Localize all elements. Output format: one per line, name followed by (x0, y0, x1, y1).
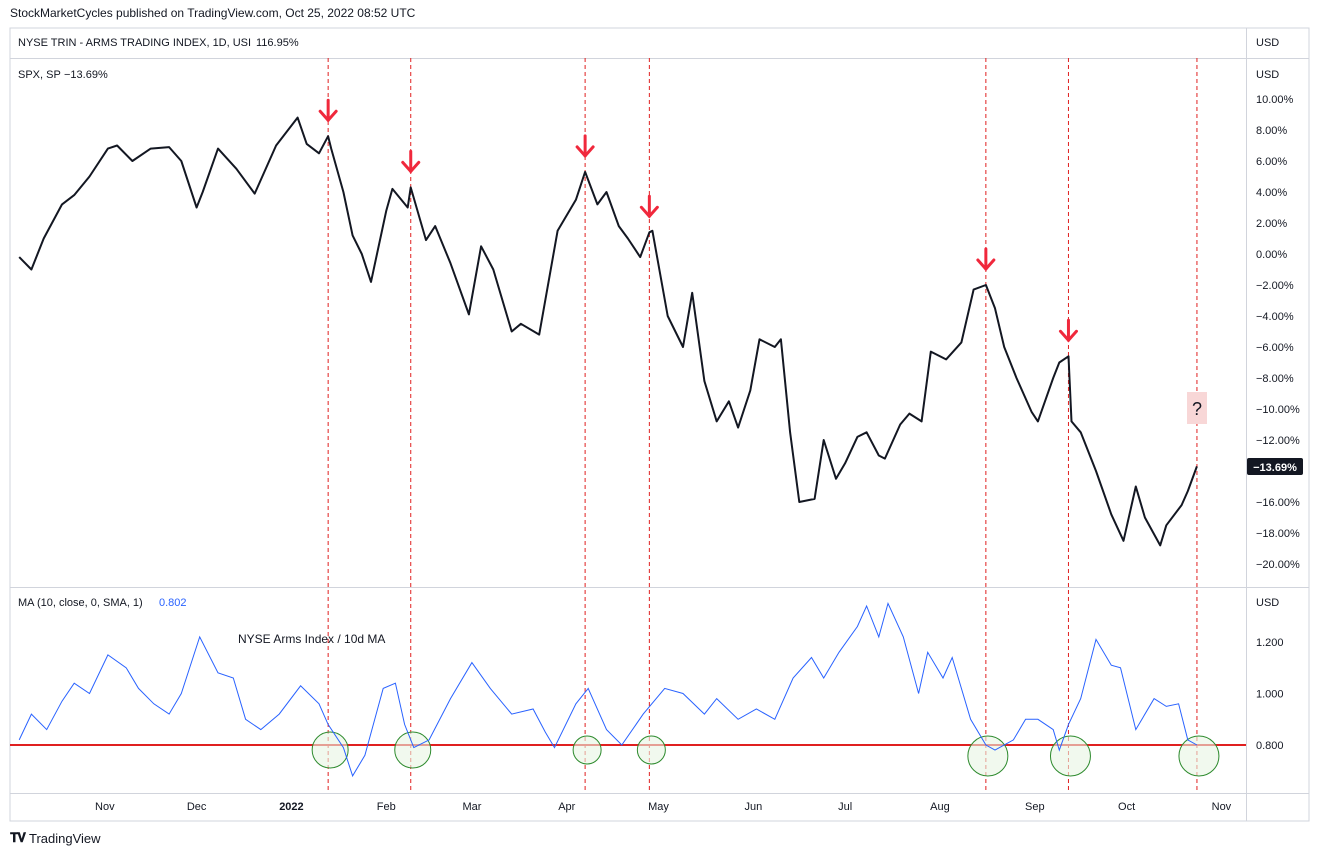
spx-y-tick: −18.00% (1256, 528, 1300, 540)
chart-frame (9, 27, 1310, 822)
ma-title: MA (10, close, 0, SMA, 1) (18, 597, 143, 609)
spx-y-tick: −12.00% (1256, 435, 1300, 447)
down-arrow-icon (575, 134, 595, 159)
down-arrow-icon (639, 194, 659, 219)
oversold-circle (967, 735, 1009, 777)
down-arrow-icon (976, 247, 996, 272)
spx-y-tick: −8.00% (1256, 373, 1294, 385)
down-arrow-icon (318, 98, 338, 123)
spx-value: −13.69% (64, 69, 108, 81)
spx-y-tick: −6.00% (1256, 342, 1294, 354)
arrow-head (575, 145, 595, 159)
x-tick-label: May (648, 801, 669, 813)
trin-currency: USD (1256, 37, 1279, 49)
x-tick-label: Apr (558, 801, 575, 813)
x-tick-label: Dec (187, 801, 207, 813)
spx-y-tick: −2.00% (1256, 280, 1294, 292)
spx-y-tick: −20.00% (1256, 559, 1300, 571)
down-arrow-icon (401, 149, 421, 174)
x-tick-label: Jun (744, 801, 762, 813)
x-tick-label: Aug (930, 801, 950, 813)
ma-annotation: NYSE Arms Index / 10d MA (238, 632, 385, 646)
x-tick-label: Oct (1118, 801, 1135, 813)
oversold-circle (636, 735, 666, 765)
ma-value: 0.802 (159, 597, 187, 609)
spx-y-axis: 10.00% 8.00% 6.00% 4.00% 2.00% 0.00% −2.00% −4.… (1256, 94, 1300, 571)
last-price-badge (1247, 458, 1303, 475)
x-tick-label: Nov (95, 801, 115, 813)
x-tick-label: Nov (1212, 801, 1232, 813)
x-tick-label: 2022 (279, 801, 303, 813)
arrow-head (976, 258, 996, 272)
question-box (1187, 392, 1207, 424)
arrow-head (318, 109, 338, 123)
oversold-circles (311, 731, 1220, 777)
x-tick-label: Feb (377, 801, 396, 813)
ma-y-tick: 1.200 (1256, 637, 1284, 649)
spx-y-tick: 0.00% (1256, 249, 1287, 261)
spx-currency: USD (1256, 69, 1279, 81)
spx-y-tick: −10.00% (1256, 404, 1300, 416)
x-tick-label: Jul (838, 801, 852, 813)
top-arrows (318, 98, 1078, 343)
ma-line (18, 601, 1198, 778)
trin-title: NYSE TRIN - ARMS TRADING INDEX, 1D, USI (18, 37, 251, 49)
tradingview-brand[interactable]: 𝐓𝐕 TradingView (10, 830, 101, 846)
x-axis: Nov Dec 2022 Feb Mar Apr May Jun Jul Aug Sep Oct Nov (95, 801, 1232, 813)
spx-y-tick: −16.00% (1256, 497, 1300, 509)
spx-y-tick: 2.00% (1256, 218, 1287, 230)
oversold-circle (311, 731, 349, 769)
spx-y-tick: 4.00% (1256, 187, 1287, 199)
oversold-circle (394, 731, 432, 769)
x-tick-label: Sep (1025, 801, 1045, 813)
tradingview-logo-icon: 𝐓𝐕 (10, 830, 26, 845)
question-mark: ? (1192, 399, 1202, 419)
brand-label: TradingView (29, 830, 101, 846)
oversold-circle (572, 735, 602, 765)
last-price-label: −13.69% (1253, 462, 1297, 474)
arrow-head (401, 160, 421, 174)
spx-line (18, 116, 1198, 547)
x-tick-label: Mar (462, 801, 481, 813)
spx-y-tick: −4.00% (1256, 311, 1294, 323)
arrow-head (1058, 329, 1078, 343)
vertical-marker-lines (327, 58, 1198, 793)
arrow-head (639, 205, 659, 219)
ma-currency: USD (1256, 597, 1279, 609)
published-header: StockMarketCycles published on TradingVi… (10, 6, 416, 20)
trin-value: 116.95% (256, 37, 299, 49)
spx-y-tick: 10.00% (1256, 94, 1294, 106)
ma-y-tick: 0.800 (1256, 740, 1284, 752)
oversold-circle (1178, 735, 1220, 777)
spx-y-tick: 8.00% (1256, 125, 1287, 137)
spx-y-tick: 6.00% (1256, 156, 1287, 168)
ma-y-tick: 1.000 (1256, 689, 1284, 701)
ma-y-axis: 1.200 1.000 0.800 (1256, 637, 1284, 752)
down-arrow-icon (1058, 318, 1078, 343)
spx-title: SPX, SP (18, 69, 61, 81)
